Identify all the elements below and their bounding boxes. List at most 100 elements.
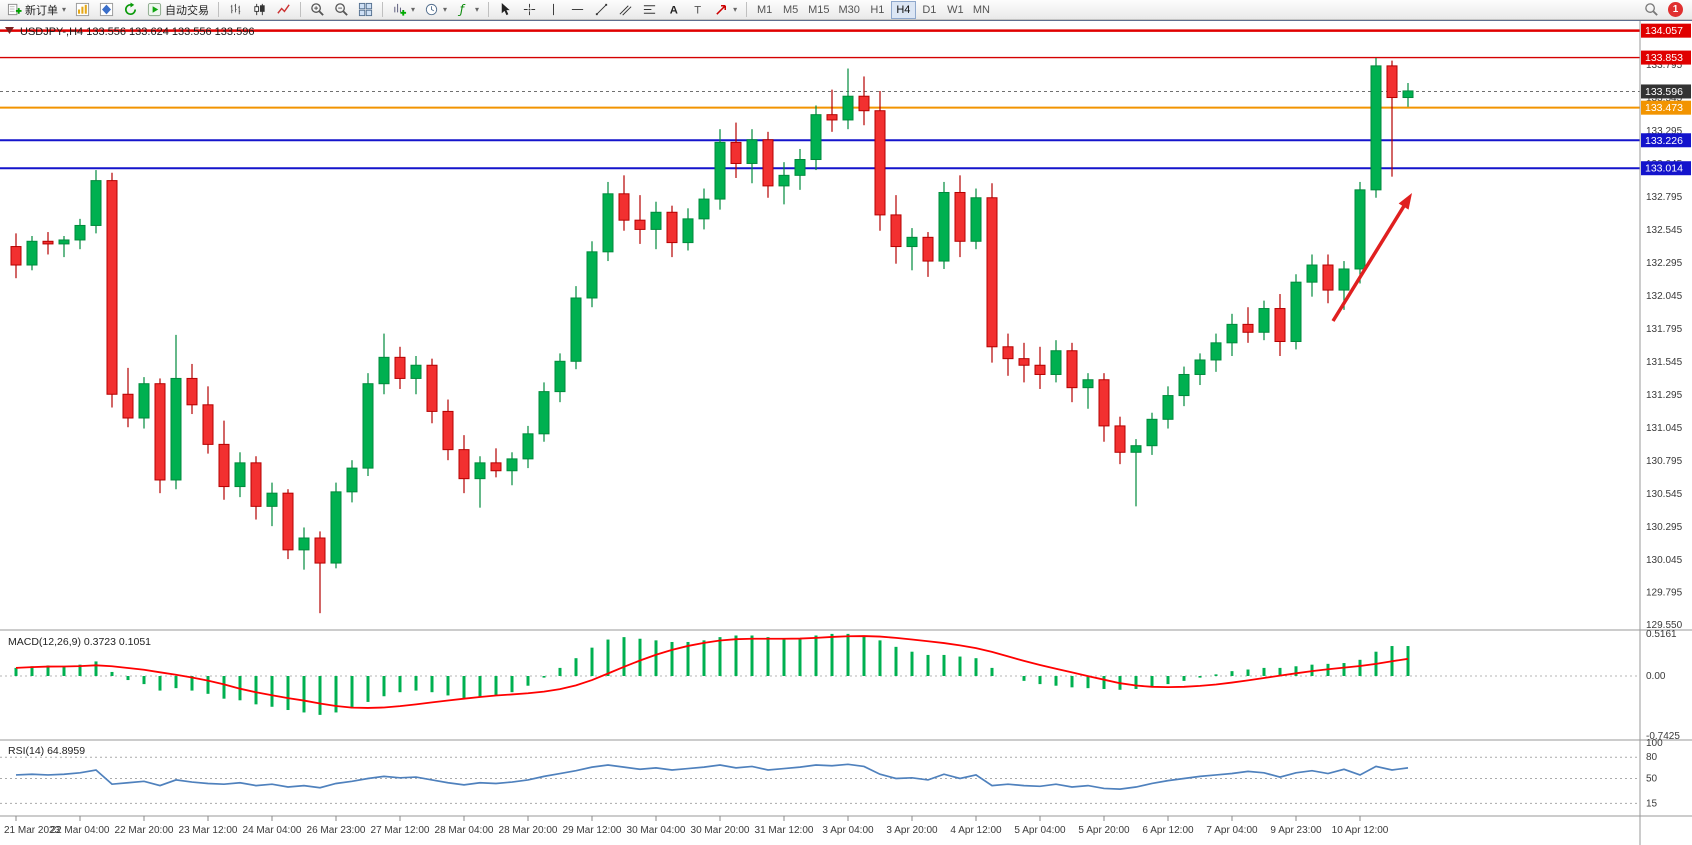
svg-text:T: T xyxy=(694,5,701,17)
label-button[interactable]: T xyxy=(686,1,709,19)
svg-text:130.545: 130.545 xyxy=(1646,489,1683,500)
svg-text:RSI(14) 64.8959: RSI(14) 64.8959 xyxy=(8,745,85,757)
svg-text:3 Apr 04:00: 3 Apr 04:00 xyxy=(822,825,874,836)
new-order-button[interactable]: 新订单 ▾ xyxy=(3,1,70,19)
svg-text:133.596: 133.596 xyxy=(1645,86,1683,98)
svg-text:100: 100 xyxy=(1646,738,1663,749)
price-axis: 133.795133.545133.295133.045132.795132.5… xyxy=(1641,23,1691,631)
toolbar-separator xyxy=(488,2,490,17)
svg-text:80: 80 xyxy=(1646,752,1658,763)
search-icon xyxy=(1645,3,1658,16)
svg-text:130.045: 130.045 xyxy=(1646,555,1683,566)
svg-text:0.5161: 0.5161 xyxy=(1646,629,1677,640)
tf-mn-button[interactable]: MN xyxy=(969,1,994,19)
tf-h4-button[interactable]: H4 xyxy=(890,0,916,19)
market-watch-button[interactable] xyxy=(71,1,94,19)
vertical-line-icon xyxy=(553,3,555,16)
indicators-icon: ƒ xyxy=(458,3,466,17)
market-watch-icon xyxy=(75,2,90,17)
refresh-button[interactable] xyxy=(119,1,142,19)
toolbar-separator xyxy=(382,2,384,17)
svg-text:28 Mar 20:00: 28 Mar 20:00 xyxy=(499,825,558,836)
svg-text:131.295: 131.295 xyxy=(1646,390,1683,401)
fibonacci-button[interactable] xyxy=(638,1,661,19)
candle-chart-icon xyxy=(254,3,265,16)
fibonacci-icon xyxy=(643,5,656,14)
crosshair-icon xyxy=(523,3,536,16)
svg-text:133.226: 133.226 xyxy=(1645,135,1683,147)
new-chart-button[interactable]: ▾ xyxy=(388,1,419,19)
autotrade-button[interactable]: 自动交易 xyxy=(143,1,213,19)
autotrade-label: 自动交易 xyxy=(165,4,210,17)
new-order-caret-icon: ▾ xyxy=(62,5,67,14)
trend-arrow-annotation xyxy=(1331,193,1412,322)
svg-text:7 Apr 04:00: 7 Apr 04:00 xyxy=(1206,825,1258,836)
rsi-panel: RSI(14) 64.8959 100 80 50 15 xyxy=(0,738,1663,809)
svg-text:24 Mar 04:00: 24 Mar 04:00 xyxy=(243,825,302,836)
candles-layer xyxy=(10,57,1414,614)
trendline-button[interactable] xyxy=(590,1,613,19)
tf-h1-button[interactable]: H1 xyxy=(865,1,890,19)
new-order-label: 新订单 xyxy=(25,4,58,17)
arrows-caret-icon: ▾ xyxy=(733,5,738,14)
svg-text:USDJPY-,H4 133.556 133.624 13: USDJPY-,H4 133.556 133.624 133.556 133.5… xyxy=(20,26,254,38)
tf-m30-button[interactable]: M30 xyxy=(834,1,863,19)
tf-m1-button[interactable]: M1 xyxy=(752,1,777,19)
line-chart-button[interactable] xyxy=(272,1,295,19)
svg-text:6 Apr 12:00: 6 Apr 12:00 xyxy=(1142,825,1194,836)
zoom-in-button[interactable] xyxy=(306,1,329,19)
navigator-button[interactable] xyxy=(95,1,118,19)
svg-text:134.057: 134.057 xyxy=(1645,25,1683,37)
tf-w1-button[interactable]: W1 xyxy=(943,1,968,19)
indicators-button[interactable]: ƒ ▾ xyxy=(452,1,483,19)
svg-text:133.295: 133.295 xyxy=(1646,126,1683,137)
vertical-line-button[interactable] xyxy=(542,1,565,19)
svg-text:50: 50 xyxy=(1646,774,1658,785)
channel-icon xyxy=(619,5,632,16)
horizontal-line-icon xyxy=(571,9,584,10)
channel-button[interactable] xyxy=(614,1,637,19)
refresh-icon xyxy=(125,2,137,15)
chart-canvas[interactable]: 133.795133.545133.295133.045132.795132.5… xyxy=(0,21,1692,845)
svg-text:10 Apr 12:00: 10 Apr 12:00 xyxy=(1332,825,1389,836)
zoom-out-icon xyxy=(335,3,348,16)
tile-windows-button[interactable] xyxy=(354,1,377,19)
text-button[interactable]: A xyxy=(662,1,685,19)
indicators-caret-icon: ▾ xyxy=(475,5,480,14)
cursor-button[interactable] xyxy=(494,1,517,19)
svg-text:0.00: 0.00 xyxy=(1646,671,1666,682)
svg-text:4 Apr 12:00: 4 Apr 12:00 xyxy=(950,825,1002,836)
horizontal-line-button[interactable] xyxy=(566,1,589,19)
bar-chart-button[interactable] xyxy=(224,1,247,19)
svg-text:129.795: 129.795 xyxy=(1646,588,1683,599)
tf-d1-button[interactable]: D1 xyxy=(917,1,942,19)
svg-text:130.795: 130.795 xyxy=(1646,456,1683,467)
text-icon: A xyxy=(670,5,678,17)
periods-button[interactable]: ▾ xyxy=(420,1,451,19)
toolbar-separator xyxy=(746,2,748,17)
search-button[interactable] xyxy=(1640,1,1663,19)
svg-text:MACD(12,26,9) 0.3723 0.1051: MACD(12,26,9) 0.3723 0.1051 xyxy=(8,636,151,648)
svg-text:23 Mar 12:00: 23 Mar 12:00 xyxy=(179,825,238,836)
tf-m15-button[interactable]: M15 xyxy=(804,1,833,19)
notifications-button[interactable]: 1 xyxy=(1664,1,1692,19)
svg-text:15: 15 xyxy=(1646,798,1658,809)
svg-text:29 Mar 12:00: 29 Mar 12:00 xyxy=(563,825,622,836)
zoom-out-button[interactable] xyxy=(330,1,353,19)
svg-text:132.295: 132.295 xyxy=(1646,258,1683,269)
svg-text:-0.7425: -0.7425 xyxy=(1646,731,1680,742)
svg-text:28 Mar 04:00: 28 Mar 04:00 xyxy=(435,825,494,836)
crosshair-button[interactable] xyxy=(518,1,541,19)
arrows-button[interactable]: ▾ xyxy=(710,1,741,19)
svg-text:133.545: 133.545 xyxy=(1646,93,1683,104)
new-chart-caret-icon: ▾ xyxy=(411,5,416,14)
svg-text:5 Apr 04:00: 5 Apr 04:00 xyxy=(1014,825,1066,836)
svg-text:26 Mar 23:00: 26 Mar 23:00 xyxy=(307,825,366,836)
line-chart-icon xyxy=(277,4,290,14)
candle-chart-button[interactable] xyxy=(248,1,271,19)
tf-m5-button[interactable]: M5 xyxy=(778,1,803,19)
label-icon: T xyxy=(694,5,701,17)
panel-frame xyxy=(0,21,1692,845)
